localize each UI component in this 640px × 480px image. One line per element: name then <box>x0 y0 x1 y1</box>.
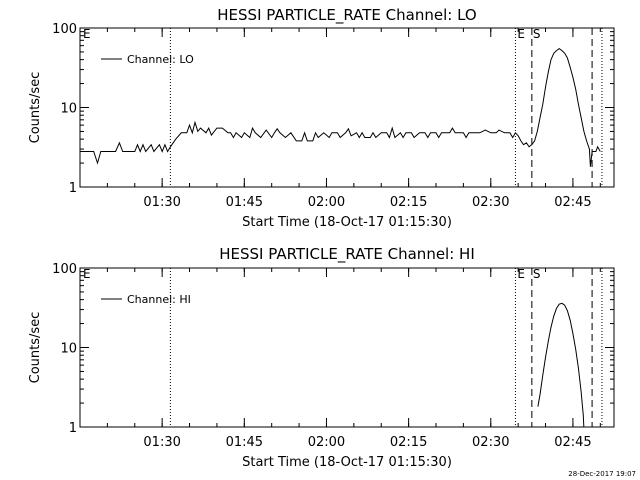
x-tick-label: 02:45 <box>554 435 591 450</box>
x-axis-label: Start Time (18-Oct-17 01:15:30) <box>242 215 452 230</box>
panel-lo: HESSI PARTICLE_RATE Channel: LO 1 10 100 01:… <box>28 6 615 230</box>
event-marker-label: S <box>533 27 541 41</box>
x-tick-label: 02:00 <box>308 195 345 210</box>
panel-hi: HESSI PARTICLE_RATE Channel: HI 1 10 100 01:… <box>28 245 615 470</box>
timestamp-stamp: 28-Dec-2017 19:07 <box>568 470 636 478</box>
legend-label: Channel: HI <box>127 293 191 306</box>
legend-label: Channel: LO <box>127 53 194 66</box>
event-marker-label: E <box>83 27 91 41</box>
y-tick-label: 100 <box>52 262 77 277</box>
x-tick-label: 01:30 <box>143 195 180 210</box>
x-tick-label: 01:45 <box>226 435 263 450</box>
series-line <box>537 302 585 427</box>
x-tick-label: 02:45 <box>554 195 591 210</box>
x-tick-label: 01:45 <box>226 195 263 210</box>
y-tick-label: 1 <box>69 181 77 196</box>
y-tick-label: 10 <box>60 342 77 357</box>
series-line <box>80 47 601 167</box>
x-tick-label: 01:30 <box>143 435 180 450</box>
x-tick-label: 02:30 <box>472 435 509 450</box>
event-marker-label: E <box>517 27 525 41</box>
x-axis-label: Start Time (18-Oct-17 01:15:30) <box>242 455 452 470</box>
event-marker-label: E <box>517 267 525 281</box>
plot-frame <box>79 267 615 428</box>
chart-title: HESSI PARTICLE_RATE Channel: HI <box>219 245 475 264</box>
chart-title: HESSI PARTICLE_RATE Channel: LO <box>217 6 476 25</box>
x-tick-label: 02:30 <box>472 195 509 210</box>
plot-frame <box>79 27 615 188</box>
x-tick-label: 02:15 <box>390 435 427 450</box>
event-marker-label: S <box>533 267 541 281</box>
y-tick-label: 100 <box>52 22 77 37</box>
y-tick-label: 10 <box>60 102 77 117</box>
x-tick-label: 02:15 <box>390 195 427 210</box>
x-tick-label: 02:00 <box>308 435 345 450</box>
event-marker-label: E <box>83 267 91 281</box>
y-axis-label: Counts/sec <box>28 72 43 144</box>
y-axis-label: Counts/sec <box>28 312 43 384</box>
y-tick-label: 1 <box>69 421 77 436</box>
